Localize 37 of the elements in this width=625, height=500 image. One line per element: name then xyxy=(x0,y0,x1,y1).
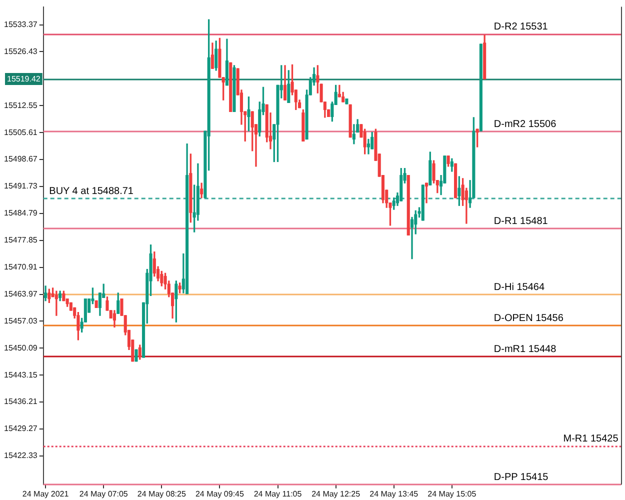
ref-line-label: D-OPEN 15456 xyxy=(494,312,564,324)
candlestick xyxy=(424,182,428,204)
y-tick-label: 15484.79 xyxy=(4,208,38,218)
y-tick-label: 15533.37 xyxy=(4,20,38,29)
y-tick-label: 15526.43 xyxy=(4,46,38,56)
y-tick-label: 15429.27 xyxy=(4,424,38,434)
ref-line-label: D-Hi 15464 xyxy=(494,282,545,293)
y-tick-label: 15463.97 xyxy=(4,289,38,298)
y-tick-label: 15450.09 xyxy=(4,343,38,352)
ref-line-label: 15519.42 xyxy=(7,74,41,84)
ref-line-label: D-mR1 15448 xyxy=(494,344,557,356)
y-tick-label: 15436.21 xyxy=(4,397,38,406)
x-tick-label: 24 May 07:05 xyxy=(79,489,128,498)
y-tick-label: 15505.61 xyxy=(4,128,38,137)
y-tick-label: 15491.73 xyxy=(4,182,38,191)
y-tick-label: 15457.03 xyxy=(4,316,38,326)
ref-line-label: D-R1 15481 xyxy=(494,216,548,227)
ref-line-label: BUY 4 at 15488.71 xyxy=(49,186,134,197)
ref-line-label: M-R1 15425 xyxy=(563,433,619,444)
y-tick-label: 15498.67 xyxy=(4,154,38,164)
x-tick-label: 24 May 15:05 xyxy=(428,489,477,498)
x-tick-label: 24 May 13:45 xyxy=(370,489,419,498)
y-tick-label: 15477.85 xyxy=(4,236,38,245)
ref-line-label: D-PP 15415 xyxy=(494,472,549,484)
x-tick-label: 24 May 12:25 xyxy=(312,489,361,498)
candlestick xyxy=(54,290,58,316)
x-tick-label: 24 May 11:05 xyxy=(254,489,302,498)
y-tick-label: 15422.33 xyxy=(4,451,38,460)
ref-line-label: D-R2 15531 xyxy=(494,22,548,33)
y-tick-label: 15443.15 xyxy=(4,370,38,380)
x-tick-label: 24 May 09:45 xyxy=(195,489,244,498)
ref-line-label: D-mR2 15506 xyxy=(494,118,557,130)
x-tick-label: 24 May 08:25 xyxy=(137,489,186,498)
y-tick-label: 15512.55 xyxy=(4,100,38,110)
x-tick-label: 24 May 2021 xyxy=(22,489,70,498)
y-tick-label: 15470.91 xyxy=(4,262,38,272)
candlestick xyxy=(366,138,370,154)
